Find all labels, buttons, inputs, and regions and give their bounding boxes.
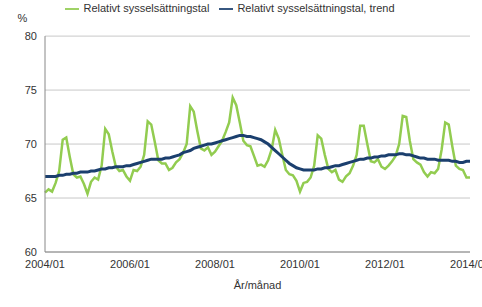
- svg-text:75: 75: [25, 84, 37, 96]
- html-text:Relativt sysselsättningstal, t: Relativt sysselsättningstal, trend: [237, 2, 395, 14]
- svg-text:2006/01: 2006/01: [110, 258, 150, 270]
- svg-text:65: 65: [25, 192, 37, 204]
- svg-text:2012/01: 2012/01: [365, 258, 405, 270]
- svg-text:80: 80: [25, 30, 37, 42]
- svg-text:2010/01: 2010/01: [280, 258, 320, 270]
- svg-text:%: %: [18, 12, 28, 24]
- svg-text:2004/01: 2004/01: [25, 258, 65, 270]
- svg-text:70: 70: [25, 138, 37, 150]
- svg-text:60: 60: [25, 246, 37, 258]
- svg-text:2008/01: 2008/01: [195, 258, 235, 270]
- svg-text:År/månad: År/månad: [234, 279, 282, 291]
- svg-text:2014/01: 2014/01: [450, 258, 474, 270]
- html-text:Relativt sysselsättningstal: Relativt sysselsättningstal: [83, 2, 210, 14]
